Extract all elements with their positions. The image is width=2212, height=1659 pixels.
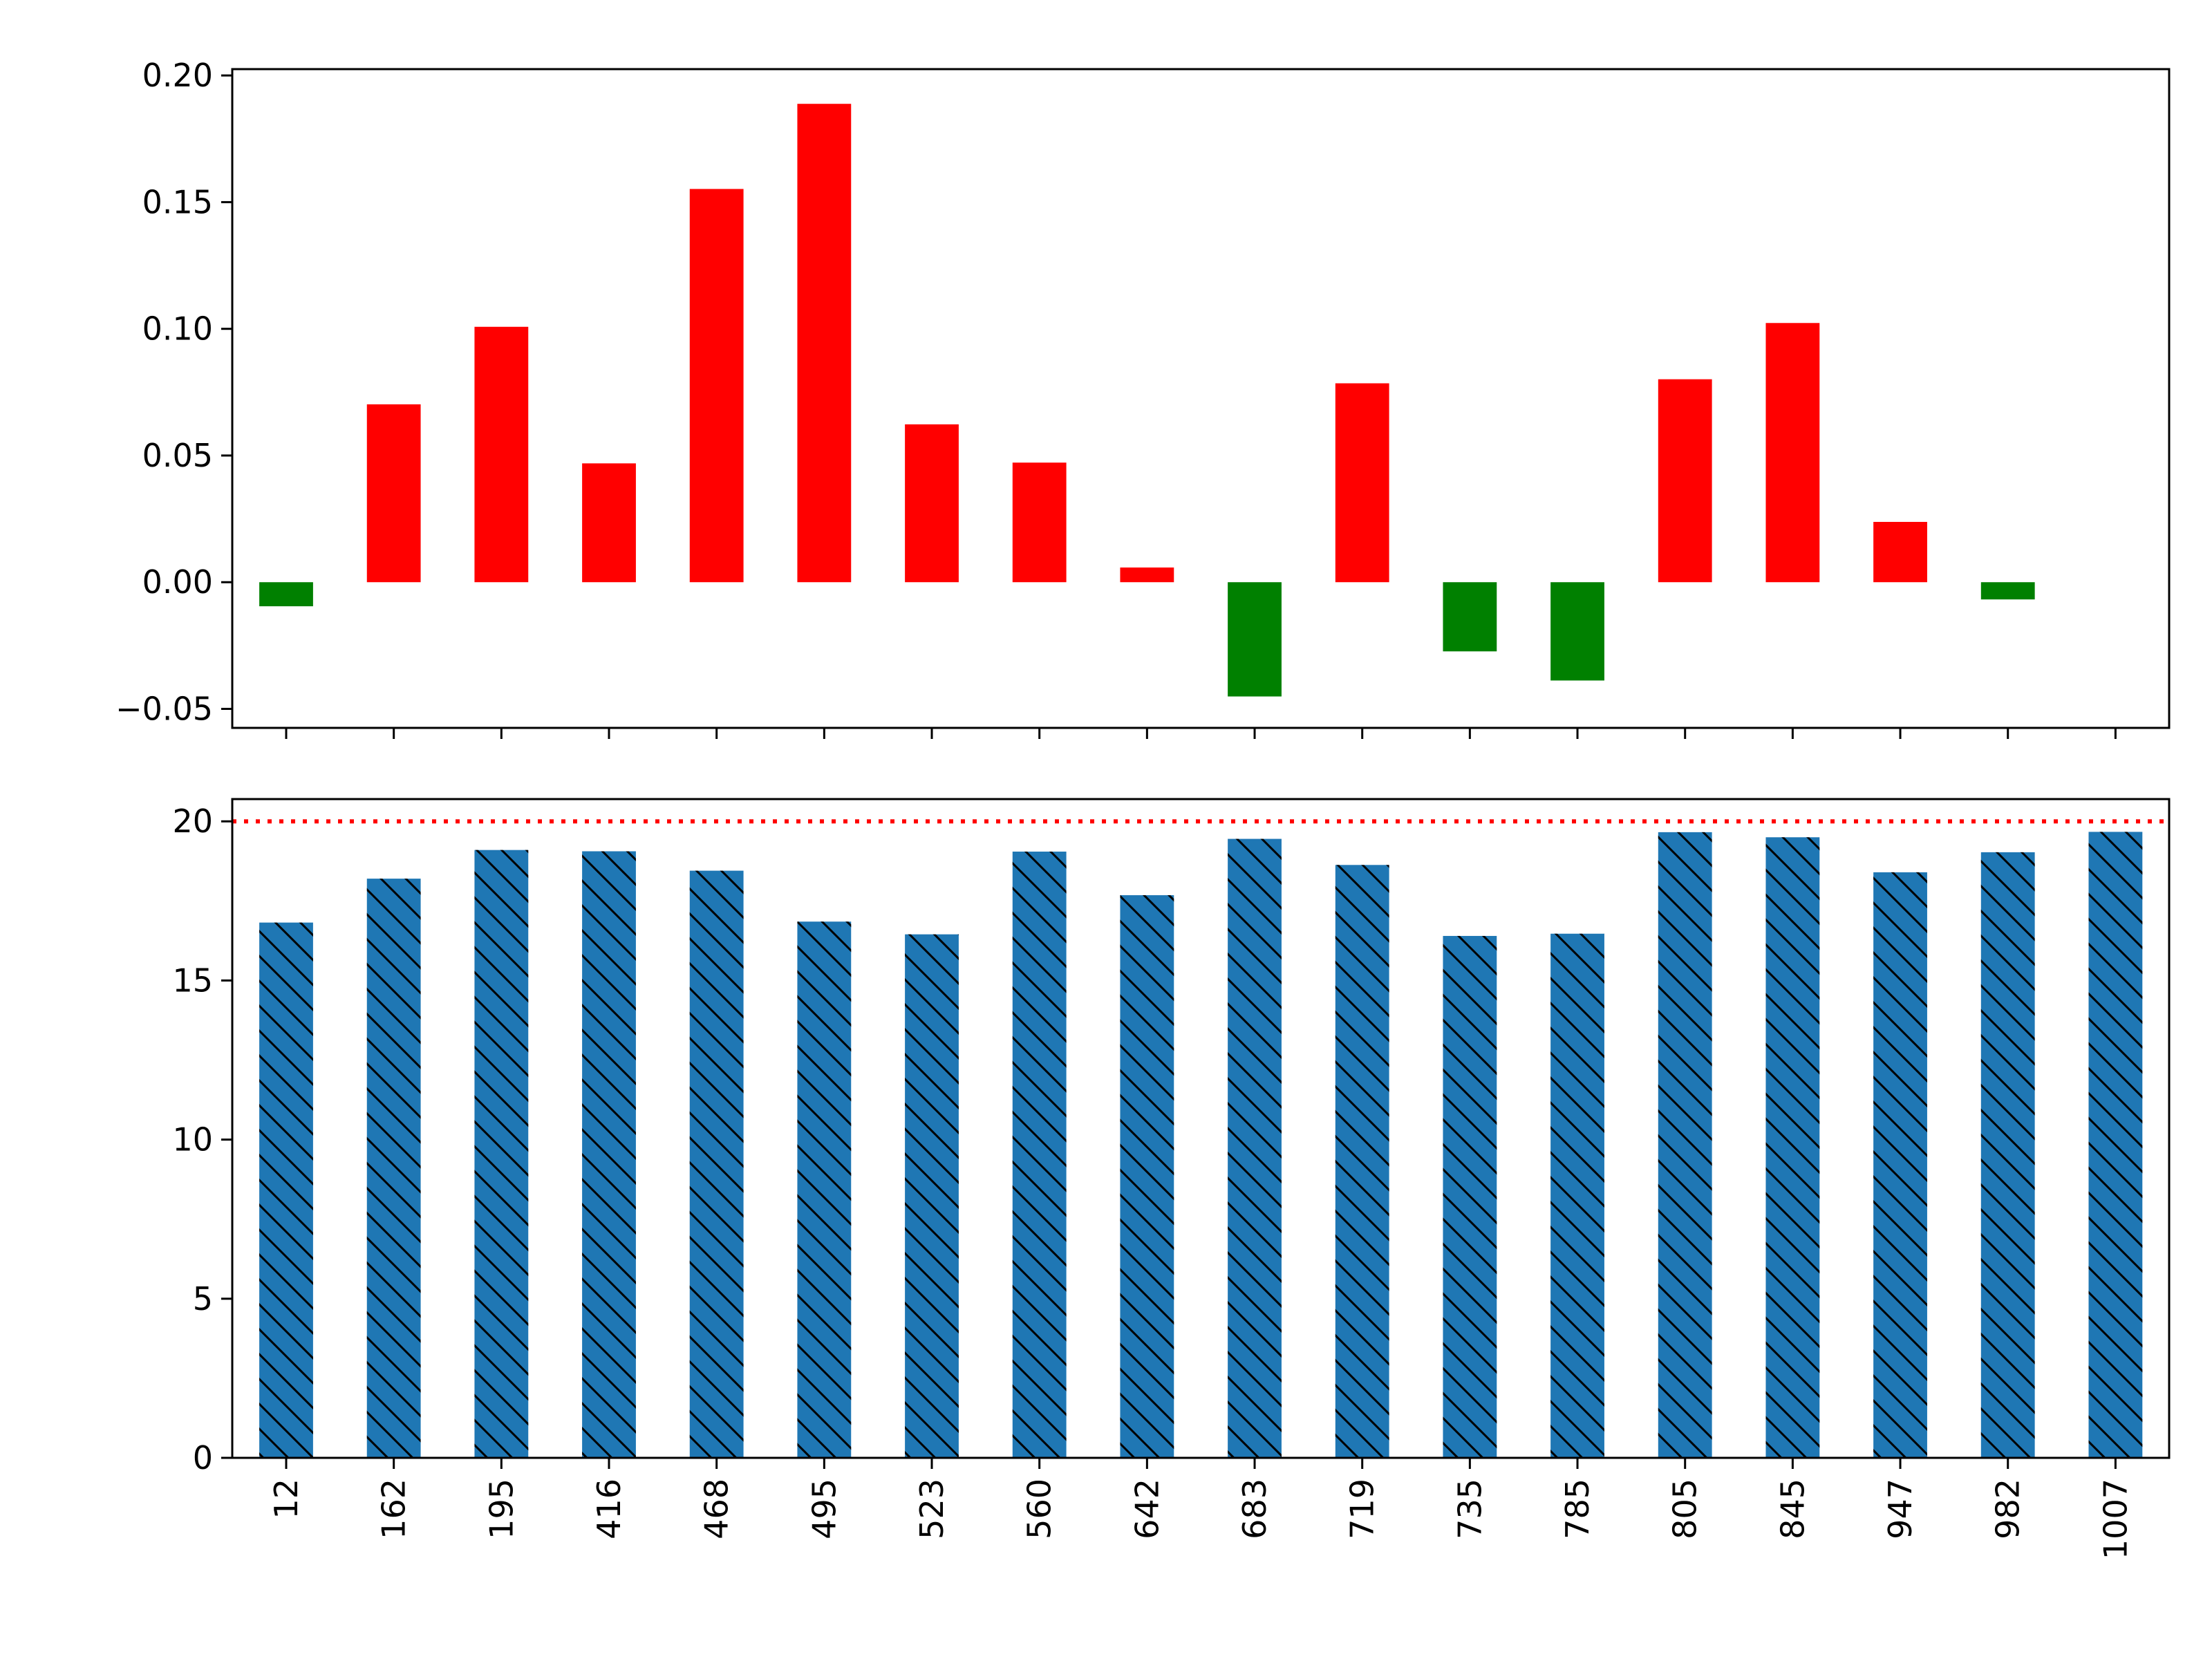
top-bar-12 (259, 582, 313, 607)
bottom-bar-hatch (366, 879, 421, 1458)
top-bar-947 (1873, 522, 1927, 583)
top-bar-195 (474, 326, 529, 583)
xtick-label-947: 947 (1882, 1479, 1919, 1539)
xtick-label-468: 468 (698, 1479, 735, 1539)
bottom-bar-hatch (905, 934, 959, 1458)
bottom-bar-hatch (2088, 832, 2143, 1458)
bottom-bar-hatch (1228, 838, 1282, 1458)
top-ytick-label: 0.05 (142, 437, 213, 474)
top-bar-719 (1335, 383, 1389, 583)
bottom-ytick-label: 5 (193, 1280, 213, 1318)
top-bar-785 (1550, 582, 1604, 681)
top-bar-560 (1012, 462, 1067, 583)
bottom-ytick-label: 15 (172, 962, 213, 999)
xtick-label-162: 162 (375, 1479, 413, 1539)
top-bar-642 (1120, 567, 1174, 583)
top-bar-845 (1765, 323, 1820, 583)
xtick-label-560: 560 (1021, 1479, 1058, 1539)
xtick-label-845: 845 (1774, 1479, 1811, 1539)
bottom-bar-hatch (474, 850, 529, 1458)
xtick-label-735: 735 (1451, 1479, 1488, 1539)
bottom-panel: 0 5 10 15 20 12 162 195 416 468 495 523 560 642 683 719… (172, 798, 2171, 1559)
top-bar-735 (1443, 582, 1497, 652)
bottom-bar-hatch (1765, 837, 1820, 1458)
top-panel: −0.05 0.00 0.05 0.10 0.15 0.20 (115, 57, 2171, 739)
top-ytick-label: 0.15 (142, 183, 213, 221)
bottom-bar-hatch (1443, 935, 1497, 1458)
top-ytick-label: 0.20 (142, 57, 213, 94)
bottom-ytick-label: 0 (193, 1439, 213, 1477)
xtick-label-12: 12 (268, 1479, 305, 1519)
top-bar-495 (797, 104, 852, 583)
bottom-bar-hatch (582, 851, 636, 1458)
xtick-label-982: 982 (1989, 1479, 2027, 1539)
bottom-ytick-label: 20 (172, 803, 213, 840)
bottom-bar-hatch (797, 921, 852, 1458)
top-ytick-label: 0.00 (142, 563, 213, 601)
bottom-bar-hatch (1980, 852, 2035, 1458)
bottom-bar-hatch (1335, 865, 1389, 1458)
bottom-bar-hatch (1873, 872, 1927, 1458)
xtick-label-495: 495 (805, 1479, 843, 1539)
xtick-label-1007: 1007 (2097, 1479, 2134, 1559)
xtick-label-195: 195 (482, 1479, 520, 1539)
xtick-label-642: 642 (1128, 1479, 1165, 1539)
xtick-label-416: 416 (590, 1479, 628, 1539)
top-bar-683 (1228, 582, 1282, 697)
bottom-bar-hatch (1658, 832, 1712, 1458)
bottom-ytick-label: 10 (172, 1121, 213, 1159)
top-ytick-label: −0.05 (115, 691, 213, 728)
xtick-label-805: 805 (1667, 1479, 1704, 1539)
top-bar-468 (689, 189, 744, 583)
xtick-label-719: 719 (1344, 1479, 1381, 1539)
bottom-bar-hatch (1012, 851, 1067, 1458)
xtick-label-683: 683 (1236, 1479, 1273, 1539)
top-bar-805 (1658, 379, 1712, 583)
bottom-axes-frame (231, 798, 2171, 1459)
bottom-bar-hatch (1120, 895, 1174, 1458)
top-axes-frame (231, 68, 2171, 729)
xtick-label-523: 523 (913, 1479, 950, 1539)
top-ytick-label: 0.10 (142, 310, 213, 348)
bottom-bar-hatch (1550, 933, 1604, 1458)
top-bar-162 (366, 404, 421, 583)
bottom-bar-hatch (689, 870, 744, 1458)
bottom-bar-hatch (259, 922, 313, 1458)
xtick-label-785: 785 (1559, 1479, 1596, 1539)
top-bar-416 (582, 463, 636, 583)
top-bar-523 (905, 424, 959, 583)
top-bar-982 (1980, 582, 2035, 600)
